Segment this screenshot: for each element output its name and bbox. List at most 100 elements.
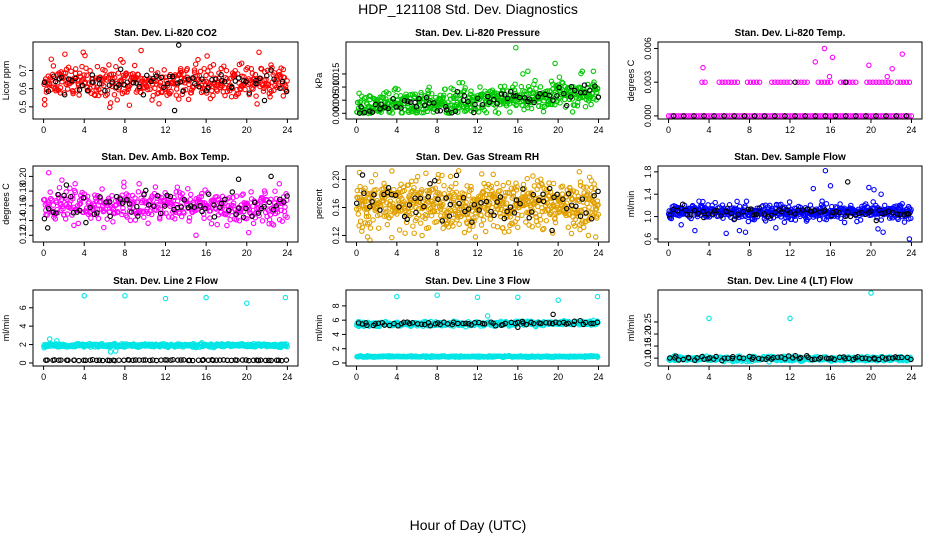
x-tick-label: 4 — [394, 372, 399, 382]
data-point — [736, 113, 743, 119]
data-point — [474, 294, 481, 301]
data-point — [53, 199, 60, 206]
x-tick-label: 0 — [41, 125, 46, 135]
data-point — [98, 89, 104, 96]
data-point — [48, 56, 55, 62]
data-point — [455, 168, 462, 174]
data-point — [847, 113, 854, 119]
data-point — [478, 171, 485, 177]
data-point — [168, 88, 174, 95]
data-point — [568, 230, 575, 237]
data-point — [44, 225, 51, 231]
data-point — [703, 113, 710, 119]
y-tick-label: 0.010 — [331, 76, 341, 99]
data-point — [202, 187, 208, 193]
data-point — [810, 113, 816, 119]
data-point — [480, 104, 486, 110]
y-tick-label: 0.20 — [331, 171, 341, 189]
x-tick-label: 12 — [160, 372, 170, 382]
data-point — [124, 89, 130, 95]
data-point — [144, 83, 150, 90]
data-point — [520, 71, 526, 77]
data-point — [784, 113, 791, 119]
data-point — [882, 79, 888, 85]
x-tick-label: 20 — [553, 125, 563, 135]
x-tick-label: 24 — [906, 248, 916, 258]
data-point — [743, 198, 750, 205]
data-point — [74, 87, 80, 93]
data-point — [233, 217, 240, 223]
data-point — [853, 113, 859, 119]
data-point — [135, 72, 142, 78]
data-point — [504, 95, 511, 102]
data-point — [418, 89, 424, 96]
data-point — [50, 209, 57, 216]
data-point — [265, 82, 272, 88]
data-point — [413, 209, 419, 216]
data-point — [145, 220, 151, 227]
data-point — [773, 225, 779, 231]
data-point — [226, 194, 233, 201]
data-point — [807, 113, 813, 119]
data-point — [239, 192, 245, 198]
data-point — [277, 85, 283, 92]
data-point — [555, 297, 561, 303]
x-tick-label: 0 — [666, 125, 671, 135]
data-point — [845, 113, 851, 119]
data-point — [456, 80, 462, 86]
data-point — [246, 90, 253, 96]
data-point — [816, 216, 823, 223]
data-point — [512, 81, 518, 87]
data-point — [810, 185, 817, 192]
x-tick-label: 20 — [866, 125, 876, 135]
data-point — [563, 102, 570, 109]
data-point — [218, 77, 225, 84]
data-point — [53, 210, 59, 216]
data-point — [358, 104, 364, 110]
data-point — [581, 82, 588, 88]
data-point — [466, 192, 472, 199]
data-point — [889, 65, 895, 72]
data-point — [76, 70, 83, 77]
data-point — [211, 214, 218, 220]
data-point — [429, 91, 435, 97]
data-point — [111, 74, 118, 81]
series-all-samples — [41, 47, 290, 111]
data-point — [787, 79, 793, 85]
x-tick-label: 0 — [41, 372, 46, 382]
data-point — [249, 70, 256, 77]
data-point — [197, 68, 204, 75]
data-point — [180, 88, 186, 95]
data-point — [815, 113, 821, 119]
data-point — [513, 44, 519, 51]
data-point — [812, 113, 819, 119]
x-tick-label: 24 — [593, 248, 603, 258]
data-point — [461, 93, 468, 99]
data-point — [443, 107, 450, 113]
data-point — [157, 210, 164, 217]
y-tick-label: 0.005 — [331, 89, 341, 112]
data-point — [214, 221, 220, 228]
y-axis-label: degrees C — [626, 59, 636, 101]
data-point — [114, 209, 121, 215]
data-point — [130, 79, 137, 86]
data-point — [126, 102, 133, 108]
y-axis-label: Licor ppm — [1, 61, 11, 101]
x-tick-label: 8 — [122, 372, 127, 382]
data-point — [423, 94, 430, 101]
data-point — [394, 293, 400, 300]
data-point — [396, 227, 403, 233]
data-point — [58, 196, 65, 203]
data-point — [560, 80, 566, 86]
y-tick-label: 6 — [18, 305, 28, 310]
series-hourly — [41, 173, 290, 231]
y-axis-label: percent — [314, 188, 324, 219]
data-point — [76, 87, 83, 93]
data-point — [235, 90, 242, 97]
data-point — [41, 196, 48, 203]
data-point — [111, 91, 118, 98]
data-point — [580, 224, 587, 231]
data-point — [229, 84, 235, 90]
data-point — [792, 113, 798, 119]
data-point — [726, 113, 733, 119]
